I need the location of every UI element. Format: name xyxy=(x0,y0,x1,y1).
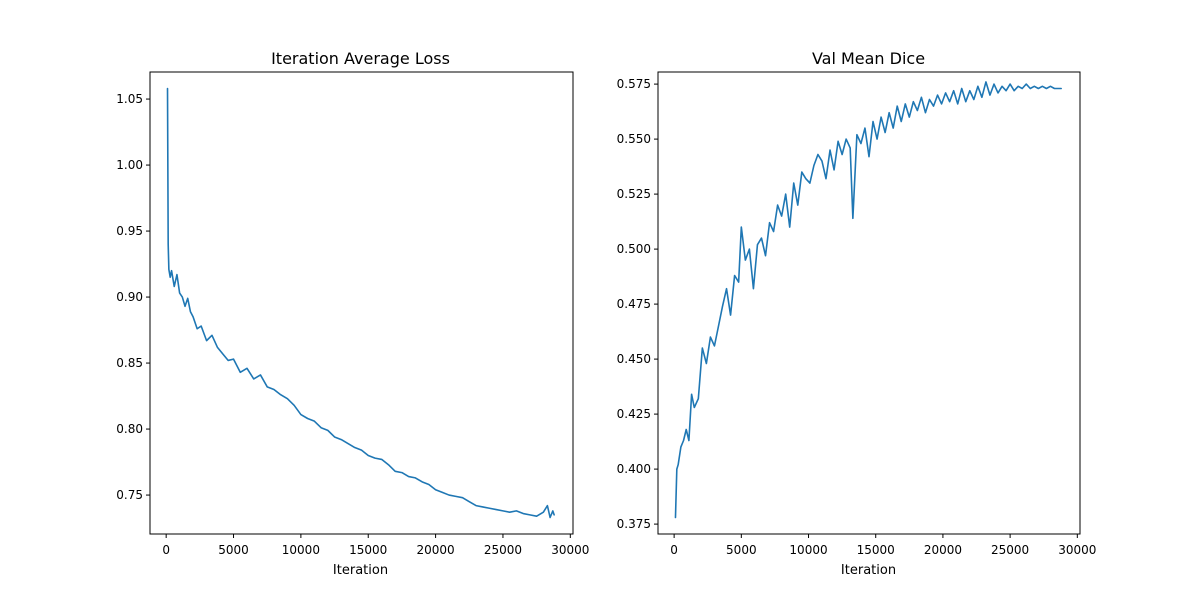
loss-chart-y-tick-label: 0.90 xyxy=(116,290,143,304)
dice-chart-x-tick-label: 15000 xyxy=(857,543,895,557)
dice-chart-y-tick-label: 0.450 xyxy=(617,352,651,366)
loss-chart-frame xyxy=(149,71,574,535)
dice-chart-y-tick-label: 0.425 xyxy=(617,407,651,421)
loss-chart-y-tick-label: 1.05 xyxy=(116,92,143,106)
loss-chart-y-axis: 0.75 0.80 0.85 0.90 0.95 1.00 1.05 xyxy=(116,92,150,502)
dice-chart-y-tick-label: 0.500 xyxy=(617,242,651,256)
dice-chart-x-tick-label: 30000 xyxy=(1058,543,1096,557)
loss-chart-x-label: Iteration xyxy=(333,563,388,578)
loss-chart-y-tick-label: 0.75 xyxy=(116,488,143,502)
dice-chart-x-tick-label: 5000 xyxy=(726,543,757,557)
loss-chart-series-line xyxy=(166,87,555,519)
dice-chart-x-tick-label: 10000 xyxy=(789,543,827,557)
loss-chart-x-axis: 0 5000 10000 15000 20000 25000 30000 xyxy=(162,534,589,557)
dice-chart-x-tick-label: 25000 xyxy=(991,543,1029,557)
loss-chart-y-tick-label: 0.80 xyxy=(116,422,143,436)
dice-chart-y-tick-label: 0.475 xyxy=(617,297,651,311)
dice-chart-frame xyxy=(657,71,1081,535)
dice-chart-y-tick-label: 0.575 xyxy=(617,77,651,91)
dice-chart-y-tick-label: 0.375 xyxy=(617,517,651,531)
loss-chart-x-tick-label: 25000 xyxy=(484,543,522,557)
dice-chart-y-tick-label: 0.525 xyxy=(617,187,651,201)
dice-chart-x-label: Iteration xyxy=(841,563,896,578)
loss-chart-y-tick-label: 0.95 xyxy=(116,224,143,238)
loss-chart-y-tick-label: 0.85 xyxy=(116,356,143,370)
loss-chart-plot-area xyxy=(166,87,555,519)
dice-chart-plot-area xyxy=(674,81,1062,519)
dice-chart-y-tick-label: 0.400 xyxy=(617,462,651,476)
loss-chart-title: Iteration Average Loss xyxy=(271,49,450,68)
dice-chart-series-line xyxy=(674,81,1062,519)
loss-chart-x-tick-label: 10000 xyxy=(282,543,320,557)
dice-chart-x-axis: 0 5000 10000 15000 20000 25000 30000 xyxy=(670,534,1096,557)
dice-chart: Val Mean Dice 0 5000 10000 15000 20000 25000 3… xyxy=(617,49,1097,578)
loss-chart-x-tick-label: 20000 xyxy=(416,543,454,557)
loss-chart-x-tick-label: 5000 xyxy=(218,543,249,557)
loss-chart: Iteration Average Loss 0 5000 10000 15000 20… xyxy=(116,49,589,578)
dice-chart-y-tick-label: 0.550 xyxy=(617,132,651,146)
loss-chart-x-tick-label: 0 xyxy=(162,543,170,557)
dice-chart-y-axis: 0.375 0.400 0.425 0.450 0.475 0.500 0.525 0.550… xyxy=(617,77,658,531)
dice-chart-x-tick-label: 20000 xyxy=(924,543,962,557)
dice-chart-title: Val Mean Dice xyxy=(812,49,925,68)
dice-chart-x-tick-label: 0 xyxy=(670,543,678,557)
loss-chart-x-tick-label: 15000 xyxy=(349,543,387,557)
loss-chart-y-tick-label: 1.00 xyxy=(116,158,143,172)
loss-chart-x-tick-label: 30000 xyxy=(551,543,589,557)
